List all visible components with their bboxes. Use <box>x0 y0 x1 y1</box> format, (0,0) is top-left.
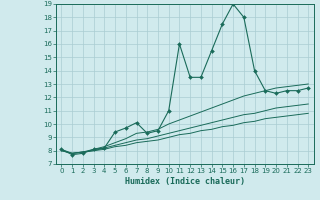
X-axis label: Humidex (Indice chaleur): Humidex (Indice chaleur) <box>125 177 245 186</box>
